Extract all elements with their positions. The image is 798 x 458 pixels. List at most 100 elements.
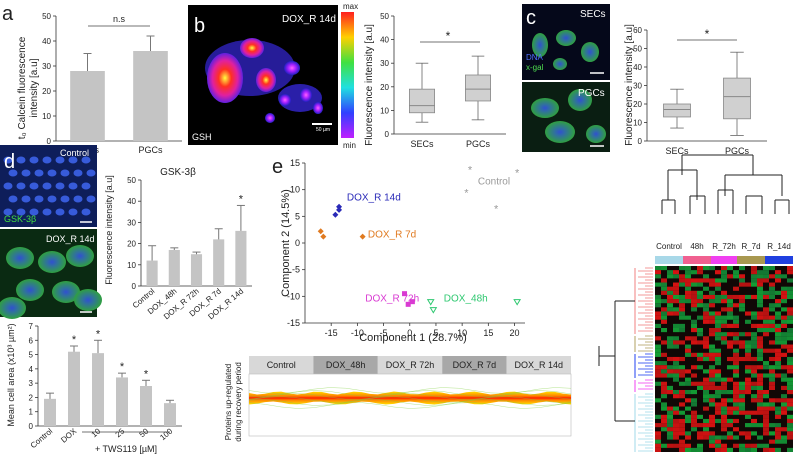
heatmap-cell <box>709 282 715 287</box>
group-label: DOX_R 7d <box>453 360 497 370</box>
heatmap-cell <box>757 402 763 407</box>
heatmap-cell <box>733 294 739 300</box>
nucleus <box>73 169 83 177</box>
heatmap-cell <box>781 323 787 328</box>
heatmap-cell <box>763 447 769 452</box>
heatmap-cell <box>751 270 757 275</box>
heatmap-cell <box>721 332 727 337</box>
heatmap-cell <box>727 410 733 415</box>
profile-frame <box>248 373 572 437</box>
panel-c: c SECs DNA x-gal PGCs Fluorescence inten… <box>522 4 767 156</box>
nucleus <box>60 169 70 177</box>
heatmap-cell <box>757 344 763 349</box>
heatmap-cell <box>757 373 763 378</box>
heatmap-cell <box>745 282 751 287</box>
panel-letter-d: d <box>4 151 15 173</box>
heatmap-cell <box>709 418 715 424</box>
heatmap-cell <box>769 398 775 403</box>
heatmap-cell <box>769 431 775 436</box>
x-tick-label: 25 <box>114 426 127 439</box>
heatmap-cell <box>787 319 793 324</box>
gsh-cell <box>265 113 275 123</box>
heatmap-cell <box>679 282 685 287</box>
heatmap-cell <box>757 394 763 399</box>
heatmap-cell <box>769 266 775 271</box>
heatmap-cell <box>709 311 715 316</box>
heatmap-cell <box>781 286 787 291</box>
heatmap-cell <box>727 390 733 395</box>
heatmap-cell <box>661 266 667 271</box>
heatmap-cell <box>667 414 673 419</box>
heatmap-cell <box>703 319 709 324</box>
y-tick-label: -15 <box>287 318 300 328</box>
heatmap-cell <box>685 278 691 283</box>
heatmap-cell <box>769 294 775 300</box>
heatmap-cell <box>763 390 769 395</box>
heatmap-cell <box>709 435 715 440</box>
x-tick-label: DOX <box>59 426 79 444</box>
heatmap-cell <box>733 274 739 279</box>
heatmap-cell <box>757 286 763 291</box>
heatmap-cell <box>739 390 745 395</box>
heatmap-cell <box>703 336 709 341</box>
heatmap-cell <box>721 447 727 452</box>
heatmap-cell <box>739 398 745 403</box>
heatmap-cell <box>775 303 781 308</box>
heatmap-cell <box>787 381 793 386</box>
heatmap-cell <box>673 410 679 415</box>
heatmap-cell <box>721 398 727 403</box>
y-tick-label: 0 <box>385 130 390 139</box>
heatmap-cell <box>709 385 715 390</box>
heatmap-cell <box>721 410 727 415</box>
heatmap-cell <box>673 423 679 428</box>
series-label: DOX_R 14d <box>347 192 401 203</box>
heatmap-cell <box>775 427 781 432</box>
heatmap-cell <box>703 427 709 432</box>
x-tick-label: 100 <box>158 426 174 442</box>
heatmap-cell <box>775 315 781 320</box>
heatmap-cell <box>655 373 661 378</box>
heatmap-cell <box>697 356 703 362</box>
heatmap-cell <box>727 294 733 300</box>
heatmap-cell <box>727 311 733 316</box>
y-tick-label: 50 <box>42 12 51 21</box>
heatmap-cell <box>769 365 775 370</box>
y-tick-label: 10 <box>42 112 51 121</box>
heatmap-cell <box>769 406 775 411</box>
heatmap-cell <box>667 340 673 345</box>
x-tick-label: PGCs <box>138 145 163 155</box>
heatmap-cell <box>703 377 709 382</box>
group-label: Control <box>267 360 296 370</box>
heatmap-grid <box>655 266 793 452</box>
heatmap-cell <box>655 299 661 304</box>
heatmap-cell <box>661 390 667 395</box>
heatmap-cell <box>739 278 745 283</box>
heatmap-cell <box>721 427 727 432</box>
heatmap-cell <box>697 443 703 448</box>
heatmap-cell <box>751 315 757 320</box>
heatmap-cell <box>667 365 673 370</box>
nucleus <box>60 195 70 203</box>
heatmap-cell <box>673 406 679 411</box>
heatmap-cell <box>751 282 757 287</box>
heatmap-cell <box>733 356 739 362</box>
bar <box>164 403 176 426</box>
heatmap-cell <box>661 352 667 357</box>
heatmap-cell <box>709 398 715 403</box>
heatmap-cell <box>727 307 733 312</box>
heatmap-cell <box>775 398 781 403</box>
heatmap-cell <box>667 290 673 295</box>
y-tick-label: 60 <box>633 26 642 35</box>
heatmap-cell <box>673 443 679 448</box>
heatmap-cell <box>781 290 787 295</box>
heatmap-cell <box>715 418 721 424</box>
heatmap-cell <box>733 352 739 357</box>
nucleus <box>34 195 44 203</box>
heatmap-cell <box>733 323 739 328</box>
heatmap-cell <box>697 303 703 308</box>
panel-e: e -15 -10 -5 0 5 10 15 20 -15 -10 -5 0 5 10 15 * * * * Cont… <box>224 156 572 442</box>
point-triangle <box>426 299 435 306</box>
heatmap-cell <box>679 418 685 424</box>
heatmap-cell <box>757 410 763 415</box>
heatmap-cell <box>727 323 733 328</box>
